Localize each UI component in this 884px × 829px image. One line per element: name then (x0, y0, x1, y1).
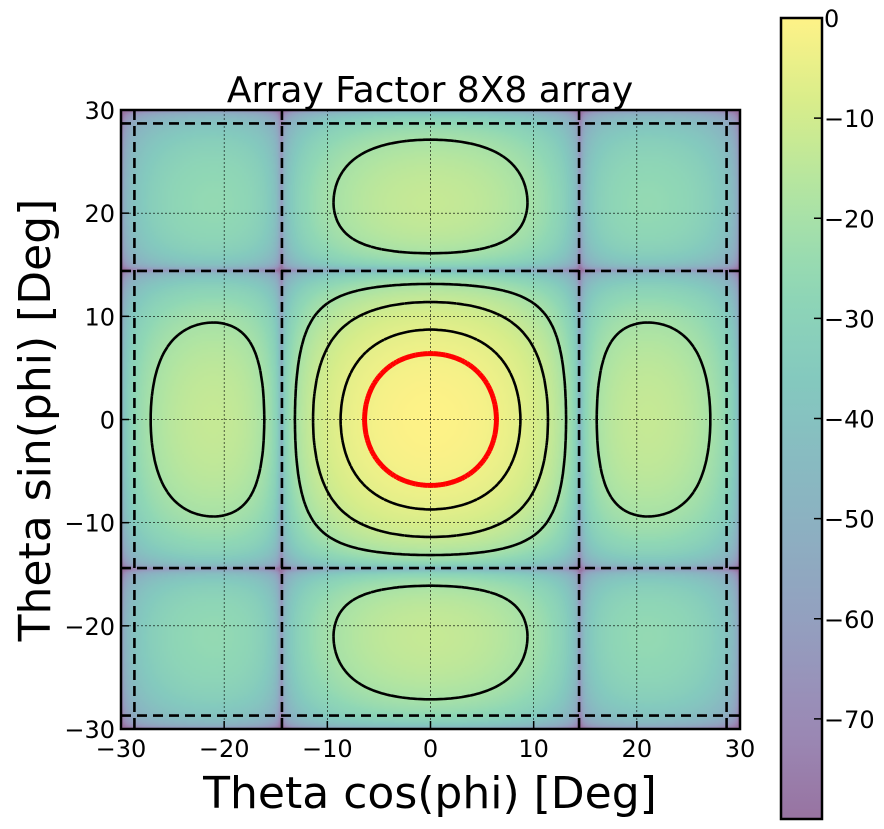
colorbar-tick-label: −60 (824, 606, 875, 634)
contour-line (339, 328, 522, 511)
highlight-contour-line (362, 351, 499, 488)
contour-line (149, 138, 712, 701)
chart-title: Array Factor 8X8 array (227, 70, 633, 111)
colorbar-tick-label: −70 (824, 706, 875, 734)
colorbar-tick-label: −40 (824, 406, 875, 434)
x-tick-label: 30 (725, 735, 756, 763)
y-tick-label: −10 (64, 510, 115, 538)
colorbar-tick-label: 0 (824, 5, 839, 33)
contour-lines (121, 110, 740, 729)
x-tick-label: −20 (199, 735, 250, 763)
x-axis-ticks: −30 −20 −10 0 10 20 30 (96, 721, 756, 763)
y-tick-label: 0 (100, 407, 115, 435)
colorbar: 0 −10 −20 −30 −40 −50 −60 −70 (779, 5, 875, 821)
x-tick-label: 10 (518, 735, 549, 763)
colorbar-tick-label: −30 (824, 305, 875, 333)
highlight-contour (362, 351, 499, 488)
colorbar-tick-label: −20 (824, 205, 875, 233)
contour-line (311, 300, 550, 539)
colorbar-ticks: 0 −10 −20 −30 −40 −50 −60 −70 (814, 5, 875, 734)
x-tick-label: −10 (302, 735, 353, 763)
y-tick-label: 30 (84, 97, 115, 125)
y-axis-label: Theta sin(phi) [Deg] (10, 199, 61, 643)
plot-area: −30 −20 −10 0 10 20 30 −30 −20 −10 0 10 20 30 (64, 97, 755, 763)
x-tick-label: 20 (622, 735, 653, 763)
colorbar-tick-label: −50 (824, 506, 875, 534)
x-axis-label: Theta cos(phi) [Deg] (202, 768, 657, 819)
x-tick-label: −30 (96, 735, 147, 763)
y-tick-label: 10 (84, 303, 115, 331)
x-tick-label: 0 (423, 735, 438, 763)
y-tick-label: −20 (64, 613, 115, 641)
y-axis-ticks: −30 −20 −10 0 10 20 30 (64, 97, 129, 744)
y-tick-label: −30 (64, 716, 115, 744)
y-tick-label: 20 (84, 200, 115, 228)
grid-lines (121, 110, 740, 729)
colorbar-tick-label: −10 (824, 105, 875, 133)
